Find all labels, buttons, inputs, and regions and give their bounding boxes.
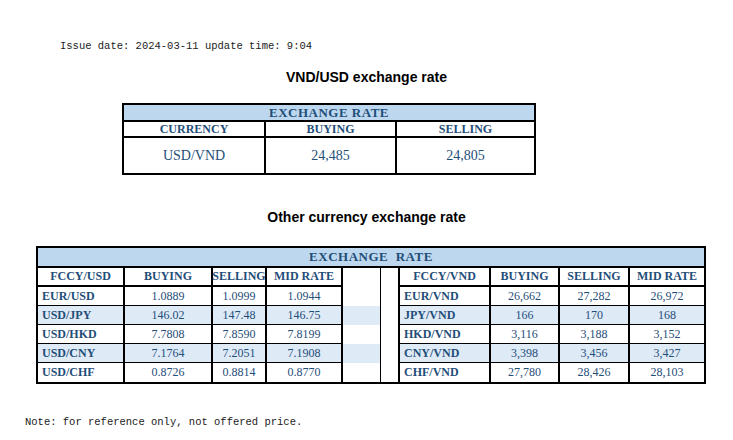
rate-cell: 27,780 [491, 363, 560, 382]
rate-cell: 147.48 [213, 306, 267, 325]
other-table-title: Other currency exchange rate [0, 209, 733, 225]
rate-cell: 3,456 [560, 344, 630, 363]
currency-cell: CHF/VND [400, 363, 491, 382]
other-rate-table: EXCHANGE RATE FCCY/USDBUYINGSELLINGMID R… [36, 246, 706, 384]
column-header: MID RATE [267, 268, 343, 287]
currency-cell: EUR/VND [400, 287, 491, 306]
column-header: FCCY/USD [38, 268, 125, 287]
gap-cell [381, 268, 400, 287]
gap-cell [343, 344, 381, 363]
column-header-currency: CURRENCY [124, 122, 266, 138]
column-header-buying: BUYING [266, 122, 397, 138]
rate-cell: 3,152 [630, 325, 704, 344]
rate-cell: 7.1764 [125, 344, 213, 363]
column-header: BUYING [491, 268, 560, 287]
gap-cell [343, 325, 381, 344]
rate-cell: 7.2051 [213, 344, 267, 363]
currency-cell: USD/JPY [38, 306, 125, 325]
rate-cell: 0.8814 [213, 363, 267, 382]
rate-cell: 168 [630, 306, 704, 325]
currency-cell: USD/HKD [38, 325, 125, 344]
issue-date-line: Issue date: 2024-03-11 update time: 9:04 [60, 40, 312, 52]
rate-cell: 7.7808 [125, 325, 213, 344]
rate-cell: 146.02 [125, 306, 213, 325]
currency-cell: JPY/VND [400, 306, 491, 325]
column-header: SELLING [560, 268, 630, 287]
rate-cell: 170 [560, 306, 630, 325]
rate-row: USD/HKD7.78087.85907.8199HKD/VND3,1163,1… [38, 325, 704, 344]
currency-cell: USD/VND [124, 138, 266, 173]
rate-cell: 7.8199 [267, 325, 343, 344]
column-header-row: FCCY/USDBUYINGSELLINGMID RATEFCCY/VNDBUY… [38, 268, 704, 287]
rate-cell: 26,972 [630, 287, 704, 306]
currency-cell: CNY/VND [400, 344, 491, 363]
rate-row: USD/CHF0.87260.88140.8770CHF/VND27,78028… [38, 363, 704, 382]
gap-cell [343, 287, 381, 306]
rate-cell: 3,116 [491, 325, 560, 344]
rate-row: USD/CNY7.17647.20517.1908CNY/VND3,3983,4… [38, 344, 704, 363]
rate-cell: 3,188 [560, 325, 630, 344]
column-header: FCCY/VND [400, 268, 491, 287]
gap-cell [343, 363, 381, 382]
currency-cell: USD/CNY [38, 344, 125, 363]
currency-cell: EUR/USD [38, 287, 125, 306]
gap-cell [381, 287, 400, 306]
rate-row: USD/JPY146.02147.48146.75 JPY/VND16617016… [38, 306, 704, 325]
rate-cell: 0.8770 [267, 363, 343, 382]
buying-rate-cell: 24,485 [266, 138, 397, 173]
rate-cell: 146.75 [267, 306, 343, 325]
usd-table-title: VND/USD exchange rate [0, 69, 733, 85]
column-header: BUYING [125, 268, 213, 287]
column-header: MID RATE [630, 268, 704, 287]
gap-cell [343, 268, 381, 287]
rate-cell: 1.0889 [125, 287, 213, 306]
gap-cell [381, 306, 400, 325]
usd-rate-row: USD/VND 24,485 24,805 [124, 138, 534, 173]
column-header: SELLING [213, 268, 267, 287]
rate-cell: 26,662 [491, 287, 560, 306]
rate-cell: 28,426 [560, 363, 630, 382]
rate-cell: 7.8590 [213, 325, 267, 344]
rate-cell: 3,427 [630, 344, 704, 363]
gap-cell [381, 363, 400, 382]
rate-cell: 7.1908 [267, 344, 343, 363]
currency-cell: HKD/VND [400, 325, 491, 344]
column-header-selling: SELLING [397, 122, 534, 138]
rate-cell: 0.8726 [125, 363, 213, 382]
rate-cell: 1.0999 [213, 287, 267, 306]
usd-rate-table: EXCHANGE RATE CURRENCY BUYING SELLING US… [122, 103, 536, 175]
rate-cell: 27,282 [560, 287, 630, 306]
other-table-header: EXCHANGE RATE [38, 248, 704, 268]
column-header-row: CURRENCY BUYING SELLING [124, 122, 534, 138]
gap-cell [381, 325, 400, 344]
currency-cell: USD/CHF [38, 363, 125, 382]
note-line: Note: for reference only, not offered pr… [25, 416, 302, 428]
selling-rate-cell: 24,805 [397, 138, 534, 173]
rate-cell: 166 [491, 306, 560, 325]
gap-cell [343, 306, 381, 325]
other-table-body: FCCY/USDBUYINGSELLINGMID RATEFCCY/VNDBUY… [38, 268, 704, 382]
rate-cell: 1.0944 [267, 287, 343, 306]
gap-cell [381, 344, 400, 363]
rate-cell: 28,103 [630, 363, 704, 382]
rate-cell: 3,398 [491, 344, 560, 363]
document-page: Issue date: 2024-03-11 update time: 9:04… [0, 0, 733, 440]
usd-table-header: EXCHANGE RATE [124, 105, 534, 122]
rate-row: EUR/USD1.08891.09991.0944 EUR/VND26,66227… [38, 287, 704, 306]
